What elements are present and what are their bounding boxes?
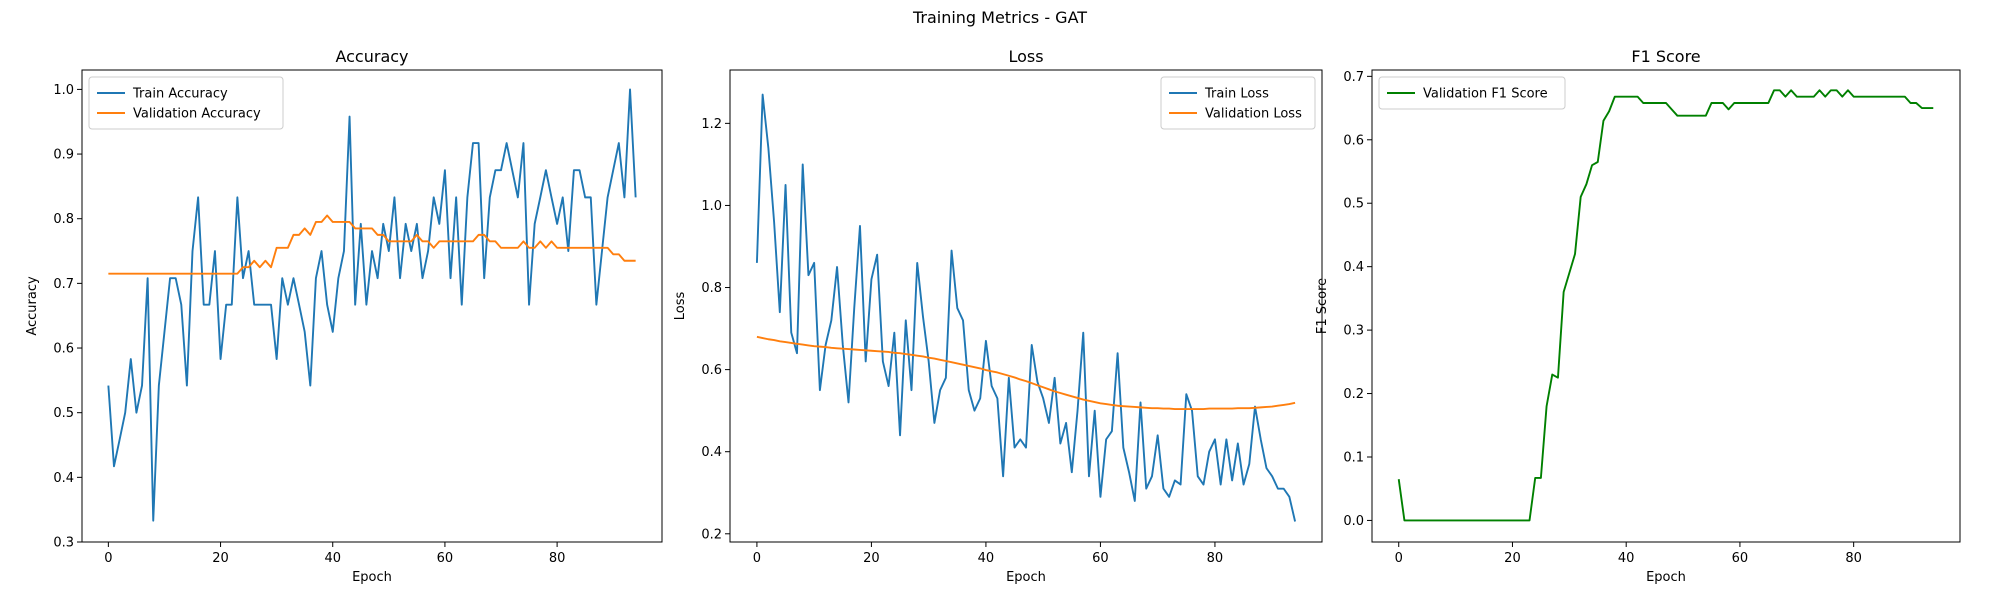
x-tick-label: 0 <box>753 551 761 566</box>
y-tick-label: 1.2 <box>701 117 722 132</box>
legend: Validation F1 Score <box>1378 76 1566 110</box>
y-tick-label: 0.0 <box>1343 514 1364 529</box>
x-tick-label: 0 <box>1395 551 1403 566</box>
y-tick-label: 1.0 <box>53 83 74 98</box>
y-tick-label: 0.4 <box>1343 260 1364 275</box>
x-tick-label: 80 <box>1207 551 1224 566</box>
x-axis-label: Epoch <box>1006 570 1046 585</box>
y-tick-label: 0.5 <box>1343 197 1364 212</box>
y-tick-label: 1.0 <box>701 199 722 214</box>
y-tick-label: 0.4 <box>53 471 74 486</box>
legend-label: Train Accuracy <box>132 87 228 102</box>
axes-frame <box>729 69 1323 543</box>
y-tick-label: 0.3 <box>1343 324 1364 339</box>
axes-frame <box>1371 69 1961 543</box>
y-tick-label: 0.3 <box>53 536 74 551</box>
y-tick-label: 0.8 <box>701 281 722 296</box>
legend-label: Validation F1 Score <box>1423 87 1548 102</box>
legend: Train Loss Validation Loss <box>1160 76 1316 130</box>
legend: Train Accuracy Validation Accuracy <box>88 76 284 130</box>
y-tick-label: 0.7 <box>53 277 74 292</box>
x-axis-label: Epoch <box>352 570 392 585</box>
y-tick-label: 0.6 <box>701 363 722 378</box>
series-line-0 <box>1397 89 1934 522</box>
chart-title: F1 Score <box>1631 47 1700 66</box>
x-tick-label: 40 <box>324 551 341 566</box>
chart-title: Accuracy <box>335 47 408 66</box>
legend-box <box>1160 76 1316 130</box>
y-tick-label: 0.7 <box>1343 70 1364 85</box>
x-tick-label: 60 <box>437 551 454 566</box>
y-tick-label: 0.4 <box>701 445 722 460</box>
legend-label: Validation Accuracy <box>133 107 261 122</box>
x-tick-label: 20 <box>863 551 880 566</box>
x-tick-label: 20 <box>1504 551 1521 566</box>
y-tick-label: 0.2 <box>701 527 722 542</box>
x-tick-label: 80 <box>1845 551 1862 566</box>
chart-title: Loss <box>1008 47 1043 66</box>
chart-panel-0: 0 20 40 60 80 0.3 0.4 0.5 0.6 0.7 0.8 0.9 1.0 Accurac… <box>25 47 663 585</box>
y-tick-label: 0.6 <box>53 342 74 357</box>
chart-panel-2: 0 20 40 60 80 0.0 0.1 0.2 0.3 0.4 0.5 0.6 0.7 F1 Scor… <box>1315 47 1961 585</box>
axes-frame <box>81 69 663 543</box>
series-line-0 <box>755 93 1297 522</box>
y-tick-label: 0.9 <box>53 148 74 163</box>
chart-panel-1: 0 20 40 60 80 0.2 0.4 0.6 0.8 1.0 1.2 Loss Epoch Loss… <box>673 47 1323 585</box>
legend-label: Validation Loss <box>1205 107 1302 122</box>
y-axis-label: Loss <box>673 292 688 321</box>
y-tick-label: 0.2 <box>1343 387 1364 402</box>
figure-title: Training Metrics - GAT <box>912 8 1088 27</box>
y-axis-label: F1 Score <box>1315 278 1330 334</box>
x-tick-label: 80 <box>549 551 566 566</box>
y-tick-label: 0.5 <box>53 406 74 421</box>
y-tick-label: 0.6 <box>1343 133 1364 148</box>
y-tick-label: 0.8 <box>53 212 74 227</box>
x-tick-label: 60 <box>1092 551 1109 566</box>
x-tick-label: 40 <box>1618 551 1635 566</box>
legend-box <box>88 76 284 130</box>
series-line-1 <box>108 214 636 275</box>
x-tick-label: 0 <box>104 551 112 566</box>
y-tick-label: 0.1 <box>1343 450 1364 465</box>
legend-box <box>1378 76 1566 110</box>
legend-label: Train Loss <box>1204 87 1269 102</box>
series-line-1 <box>756 335 1296 410</box>
y-axis-label: Accuracy <box>25 276 40 336</box>
x-tick-label: 20 <box>212 551 229 566</box>
x-tick-label: 40 <box>978 551 995 566</box>
x-tick-label: 60 <box>1732 551 1749 566</box>
series-line-0 <box>107 88 637 522</box>
x-axis-label: Epoch <box>1646 570 1686 585</box>
